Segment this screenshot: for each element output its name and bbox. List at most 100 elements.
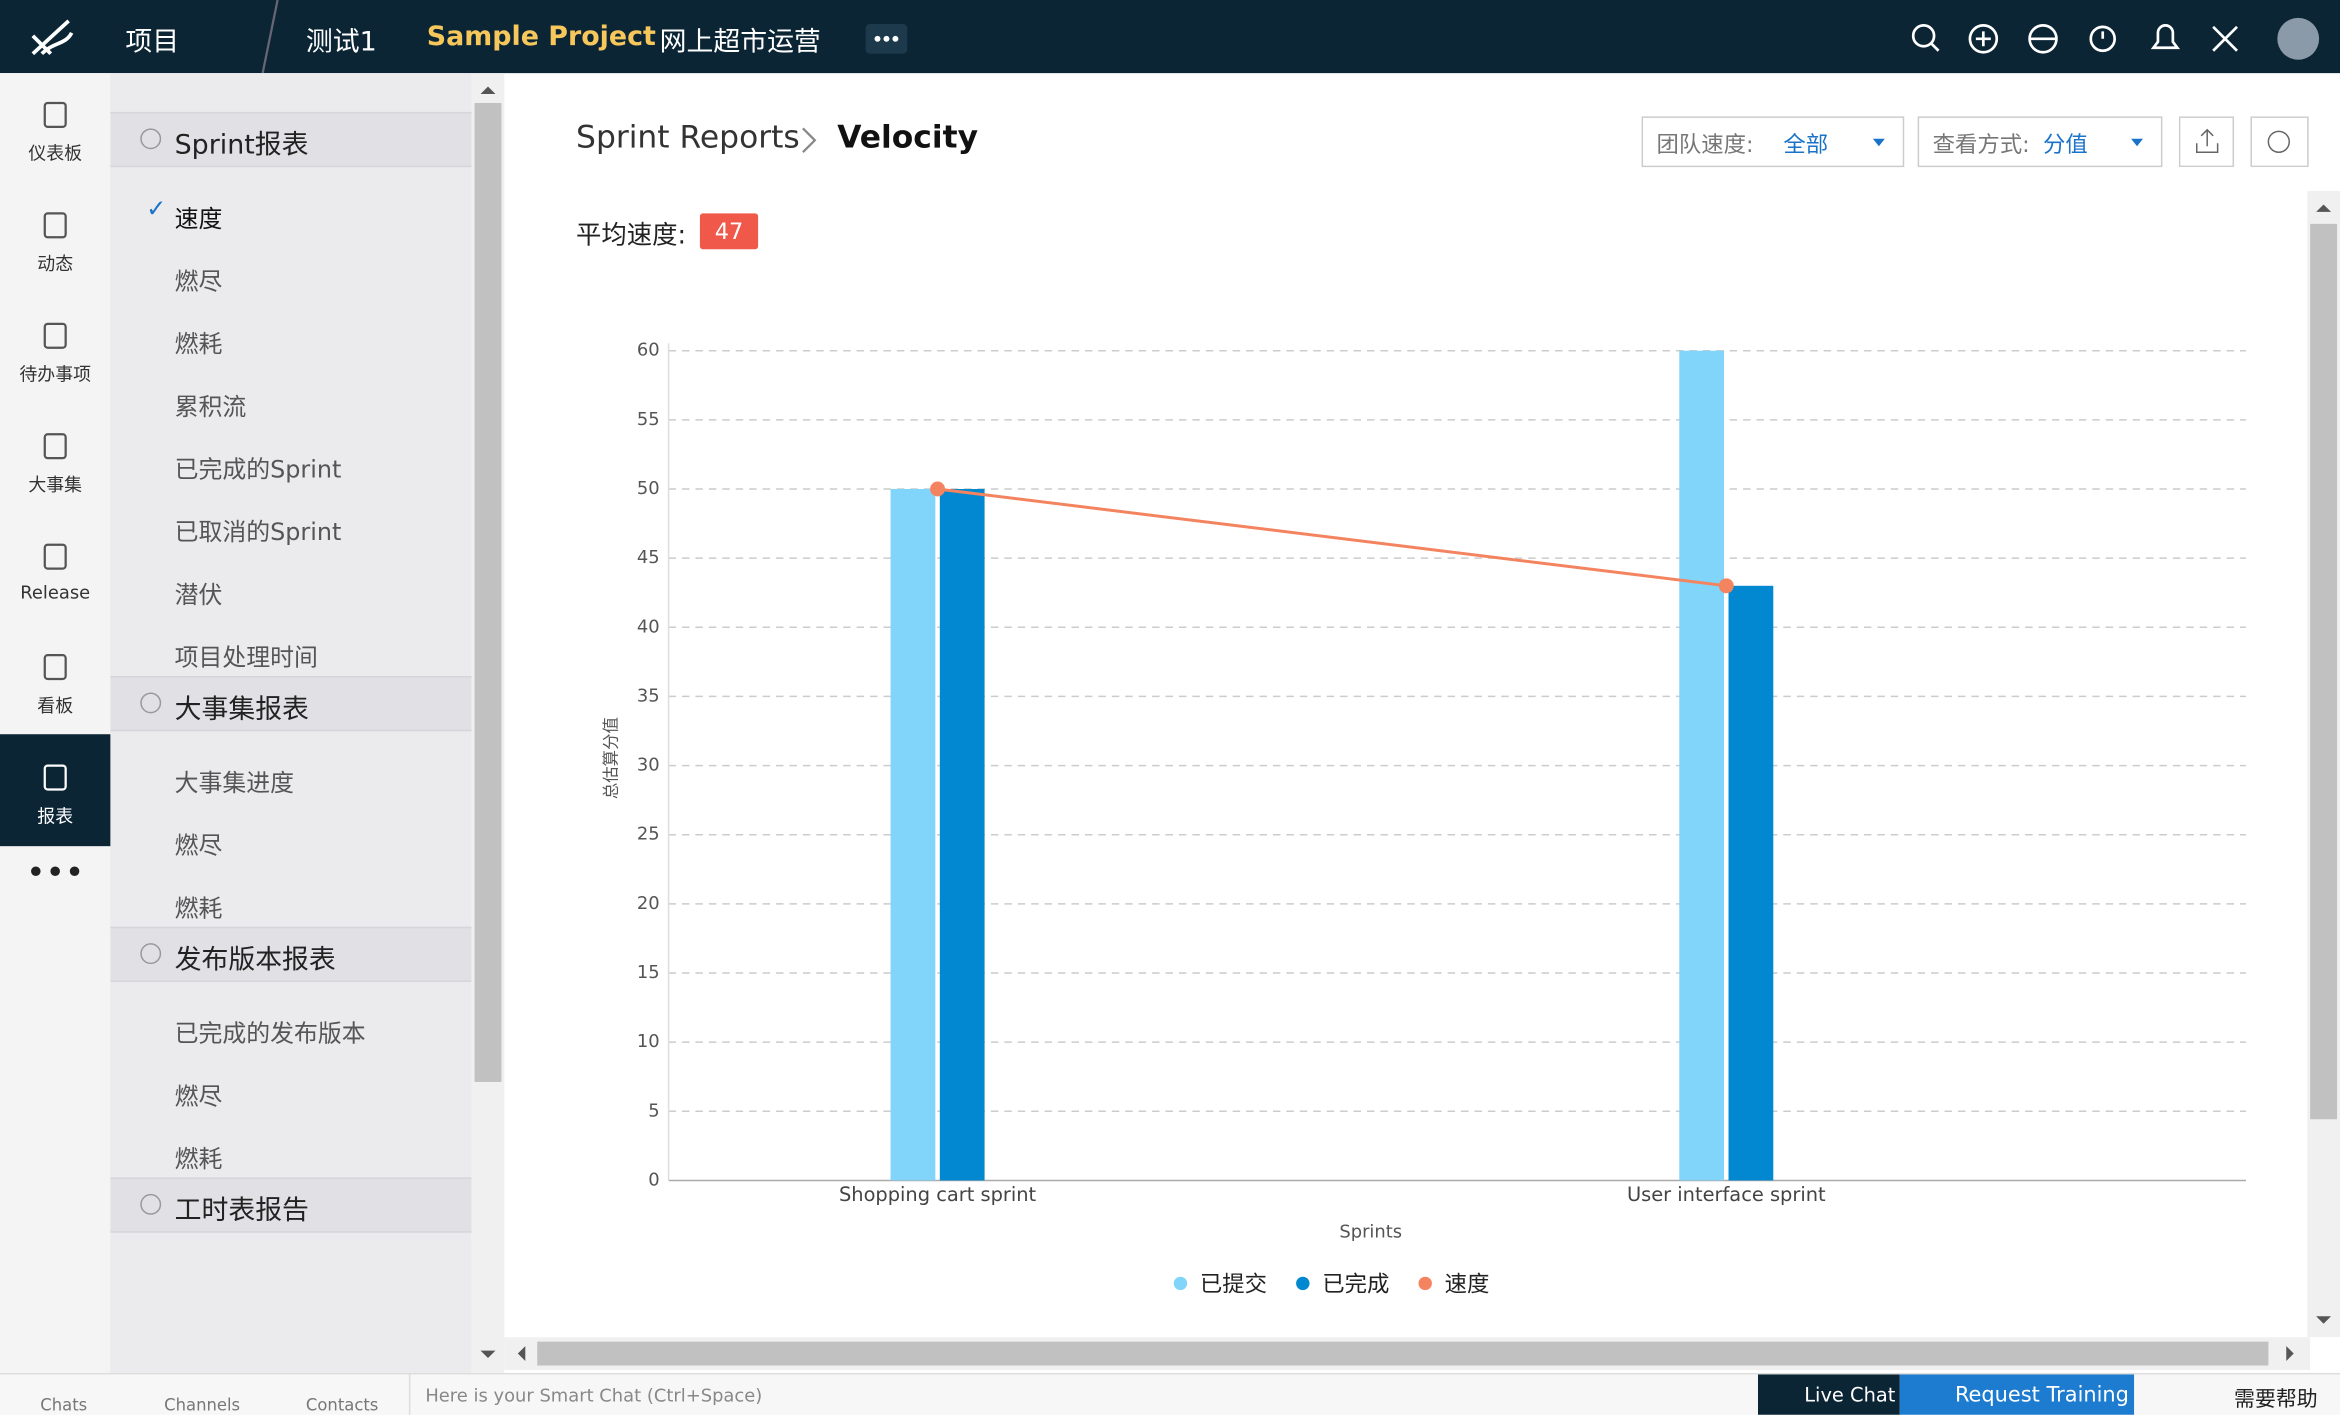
y-tick-label: 30: [637, 755, 660, 776]
velocity-point: [930, 481, 946, 497]
breadcrumb-sep: [802, 127, 817, 154]
rail-icon[interactable]: [39, 98, 72, 131]
menu-item[interactable]: 已取消的Sprint: [174, 517, 342, 547]
icon-rail: 仪表板 动态 待办事项 大事集 Release 看板 报表 •••: [0, 73, 112, 1373]
h-scrollbar[interactable]: [504, 1337, 2311, 1370]
project-tab[interactable]: 网上超市运营: [659, 26, 821, 59]
top-icons[interactable]: [1903, 15, 2336, 63]
rail-icon[interactable]: [39, 430, 72, 463]
rail-label[interactable]: 大事集: [28, 474, 83, 496]
rail-label[interactable]: 报表: [37, 805, 74, 827]
menu-item[interactable]: 燃尽: [174, 1081, 223, 1111]
bar: [890, 488, 936, 1181]
breadcrumb-current: Velocity: [837, 119, 979, 156]
smart-chat[interactable]: [408, 1374, 1754, 1415]
menu-item[interactable]: 燃耗: [174, 893, 223, 923]
x-axis-label: Sprints: [1339, 1222, 1402, 1243]
rail-label[interactable]: 看板: [37, 695, 74, 717]
section-toggle[interactable]: [140, 692, 162, 714]
rail-label[interactable]: 仪表板: [28, 143, 83, 165]
filter[interactable]: 团队速度: 全部: [1641, 116, 1905, 168]
menu-scrollbar[interactable]: [471, 73, 505, 1373]
y-tick-label: 40: [637, 616, 660, 637]
footer: Chats Channels Contacts Here is your Smart …: [0, 1372, 2340, 1415]
menu-item[interactable]: 已完成的发布版本: [174, 1019, 366, 1048]
top-bar: 项目 测试1 Sample Project 网上超市运营: [0, 0, 2340, 74]
menu-item[interactable]: 已完成的Sprint: [174, 455, 342, 484]
chat-tab[interactable]: Channels: [164, 1395, 241, 1415]
training-bg[interactable]: [1899, 1374, 2135, 1415]
section-toggle[interactable]: [140, 1193, 162, 1215]
menu-section[interactable]: 工时表报告: [110, 1177, 472, 1233]
rail-icon[interactable]: [39, 209, 72, 242]
filter-caret[interactable]: [2131, 138, 2144, 147]
filter-label: 团队速度:: [1656, 131, 1754, 159]
y-tick-label: 25: [637, 824, 660, 845]
rail-label[interactable]: 动态: [37, 253, 74, 275]
legend-label: 已提交: [1200, 1271, 1267, 1297]
filter[interactable]: 查看方式: 分值: [1917, 116, 2163, 168]
rail-icon[interactable]: [39, 319, 72, 352]
x-tick-label: Shopping cart sprint: [839, 1183, 1037, 1206]
y-tick-label: 50: [637, 478, 660, 499]
rail-icon[interactable]: [39, 761, 72, 794]
menu-section[interactable]: 发布版本报表: [110, 926, 472, 982]
live-chat-bg[interactable]: [1757, 1374, 1900, 1415]
rail-icon[interactable]: [39, 540, 72, 573]
filter-value[interactable]: 分值: [2043, 131, 2088, 159]
section-title[interactable]: 工时表报告: [174, 1195, 309, 1227]
y-tick-label: 10: [637, 1031, 660, 1052]
menu-item[interactable]: 燃尽: [174, 267, 223, 296]
section-toggle[interactable]: [140, 943, 162, 965]
menu-item[interactable]: 累积流: [174, 392, 247, 421]
menu-item[interactable]: 燃耗: [174, 329, 223, 359]
section-toggle[interactable]: [140, 128, 162, 150]
menu-section[interactable]: 大事集报表: [110, 676, 472, 732]
y-axis-label: 总估算分值: [601, 717, 620, 799]
more-tabs[interactable]: [865, 23, 908, 54]
average-value: 47: [699, 213, 759, 250]
help[interactable]: 需要帮助: [2234, 1387, 2318, 1412]
y-tick-label: 35: [637, 685, 660, 706]
menu-item[interactable]: 燃耗: [174, 1144, 223, 1173]
velocity-line: [937, 487, 1727, 588]
menu-item[interactable]: 潜伏: [174, 580, 223, 609]
legend-label: 速度: [1445, 1271, 1490, 1297]
v-scrollbar[interactable]: [2307, 191, 2340, 1338]
legend-label: 已完成: [1322, 1271, 1389, 1297]
menu-item[interactable]: 速度: [174, 204, 223, 233]
y-tick-label: 60: [637, 340, 660, 361]
report-menu: Sprint报表 ✓ 速度 燃尽 燃耗 累积流 已完成的Sprint 已取消的Sprint 潜伏…: [110, 73, 472, 1373]
project-tab[interactable]: 测试1: [305, 26, 377, 59]
rail-label[interactable]: Release: [20, 582, 91, 603]
chat-tab[interactable]: Contacts: [305, 1395, 379, 1415]
bar: [939, 488, 985, 1181]
check: ✓: [146, 194, 167, 223]
y-tick-label: 20: [637, 893, 660, 914]
section-title[interactable]: 发布版本报表: [174, 944, 336, 976]
y-tick-label: 5: [648, 1100, 659, 1121]
filter-value[interactable]: 全部: [1783, 131, 1829, 159]
y-tick-label: 55: [637, 409, 660, 430]
request-training[interactable]: Request Training: [1954, 1383, 2129, 1408]
section-title[interactable]: 大事集报表: [174, 693, 309, 726]
logo: [31, 19, 74, 56]
project-nav[interactable]: 项目: [125, 26, 180, 59]
actions[interactable]: [2178, 116, 2313, 168]
section-title[interactable]: Sprint报表: [174, 129, 309, 162]
rail-label[interactable]: 待办事项: [19, 364, 92, 386]
rail-icon[interactable]: [39, 651, 72, 684]
filter-caret[interactable]: [1872, 138, 1885, 147]
breadcrumb-parent[interactable]: Sprint Reports: [576, 119, 800, 156]
live-chat[interactable]: Live Chat: [1804, 1384, 1896, 1408]
legend-marker: [1296, 1276, 1310, 1291]
menu-item[interactable]: 燃尽: [174, 831, 223, 860]
project-tab[interactable]: Sample Project: [426, 20, 656, 53]
y-tick-label: 45: [637, 547, 660, 568]
y-tick-label: 0: [648, 1169, 659, 1190]
menu-item[interactable]: 项目处理时间: [174, 643, 318, 672]
chat-tab[interactable]: Chats: [40, 1395, 88, 1415]
menu-item[interactable]: 大事集进度: [174, 768, 295, 797]
menu-section[interactable]: Sprint报表: [110, 111, 472, 168]
filter-label: 查看方式:: [1932, 131, 2030, 159]
